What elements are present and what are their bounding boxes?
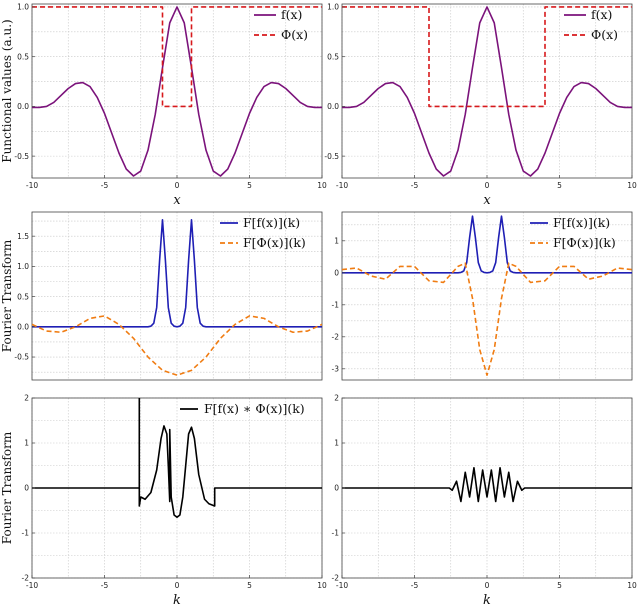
series-line-0: [32, 6, 322, 177]
x-tick-label: 5: [557, 581, 562, 590]
y-tick-label: -0.5: [324, 152, 339, 161]
y-tick-label: 0.5: [17, 52, 29, 61]
y-tick-label: 0: [24, 484, 29, 493]
series-group: [342, 466, 632, 503]
y-tick-label: -1: [332, 529, 340, 538]
y-tick-label: 0.0: [17, 323, 29, 332]
x-axis-label: k: [173, 593, 181, 608]
x-tick-label: -5: [101, 181, 109, 190]
x-tick-label: -10: [26, 181, 38, 190]
y-tick-label: 1.0: [17, 262, 29, 271]
y-axis-label: Functional values (a.u.): [0, 19, 14, 162]
y-tick-label: -1: [22, 529, 30, 538]
legend-label-phi: Φ(x): [281, 27, 308, 42]
y-axis-label: Fourier Transform: [0, 239, 14, 352]
series-line-1: [342, 6, 632, 108]
series-line-1: [32, 6, 322, 108]
x-axis-label: x: [173, 193, 181, 208]
x-tick-label: 5: [557, 181, 562, 190]
legend-label-phi: Φ(x): [591, 27, 618, 42]
series-group: [342, 215, 632, 377]
y-tick-label: 1.0: [327, 3, 339, 12]
y-tick-label: 0.0: [327, 102, 339, 111]
y-tick-label: 0.5: [327, 52, 339, 61]
chart-panel-top-left: -0.5 0.0 0.5 1.0 -10 -5 0 5 10 x Functional values…: [0, 3, 327, 208]
y-tick-label: 0: [334, 484, 339, 493]
x-tick-label: 5: [247, 181, 252, 190]
series-line-0: [342, 6, 632, 177]
y-tick-label: -1: [332, 301, 340, 310]
series-line-0: [342, 466, 632, 503]
x-tick-label: 10: [317, 181, 327, 190]
y-tick-label: -2: [332, 333, 340, 342]
x-tick-label: 0: [485, 181, 490, 190]
y-tick-label: 1: [24, 439, 29, 448]
y-tick-label: 0.0: [17, 102, 29, 111]
x-tick-label: 10: [627, 581, 637, 590]
x-tick-label: -5: [101, 581, 109, 590]
y-tick-label: 2: [334, 394, 339, 403]
x-tick-label: 0: [175, 181, 180, 190]
series-group: [342, 6, 632, 177]
y-tick-label: -2: [332, 574, 340, 583]
legend-label-Fphi: F[Φ(x)](k): [243, 235, 306, 250]
chart-panel-top-right: -0.5 0.0 0.5 1.0 -10 -5 0 5 10 x f(x) Φ(x): [324, 3, 637, 208]
chart-panel-middle-right: -3 -2 -1 0 1 F[f(x)](k) F[Φ(x)](k): [332, 211, 633, 381]
y-tick-label: -2: [22, 574, 30, 583]
x-tick-label: 10: [317, 581, 327, 590]
legend-label-f: f(x): [591, 7, 612, 22]
legend-label-Fphi: F[Φ(x)](k): [553, 235, 616, 250]
series-group: [32, 6, 322, 177]
x-tick-label: -10: [336, 181, 348, 190]
x-axis-label: k: [483, 593, 491, 608]
x-tick-label: -5: [411, 181, 419, 190]
y-tick-label: -0.5: [14, 353, 29, 362]
y-tick-label: 1: [334, 439, 339, 448]
legend-label-Fconv: F[f(x) ∗ Φ(x)](k): [204, 401, 305, 416]
series-line-0: [32, 398, 322, 519]
legend-label-Ff: F[f(x)](k): [243, 215, 300, 230]
series-line-1: [32, 315, 322, 376]
y-tick-label: 0.5: [17, 292, 29, 301]
series-group: [32, 219, 322, 376]
plot-frame: [31, 211, 323, 381]
y-tick-label: 2: [24, 394, 29, 403]
x-tick-label: -10: [26, 581, 38, 590]
x-tick-label: -10: [336, 581, 348, 590]
series-group: [32, 398, 322, 519]
y-tick-label: 0: [334, 269, 339, 278]
legend-label-f: f(x): [281, 7, 302, 22]
x-axis-label: x: [483, 193, 491, 208]
y-tick-label: -3: [332, 365, 340, 374]
series-line-0: [32, 219, 322, 328]
x-tick-label: -5: [411, 581, 419, 590]
legend-label-Ff: F[f(x)](k): [553, 215, 610, 230]
plot-frame: [341, 211, 633, 381]
x-tick-label: 0: [485, 581, 490, 590]
y-tick-label: 1: [334, 237, 339, 246]
series-line-1: [342, 262, 632, 377]
x-tick-label: 0: [175, 581, 180, 590]
y-tick-label: -0.5: [14, 152, 29, 161]
y-tick-label: 1.0: [17, 3, 29, 12]
y-tick-label: 1.5: [17, 232, 29, 241]
x-tick-label: 10: [627, 181, 637, 190]
x-tick-label: 5: [247, 581, 252, 590]
y-axis-label: Fourier Transform: [0, 431, 14, 544]
